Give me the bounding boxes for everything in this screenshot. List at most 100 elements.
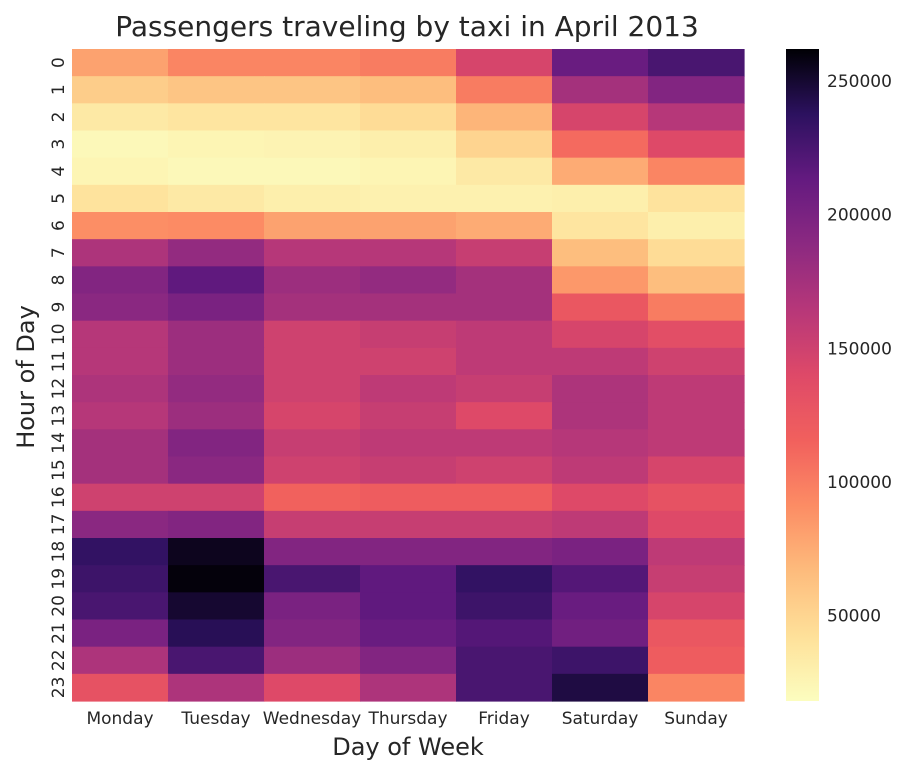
heatmap-cell <box>360 184 457 213</box>
heatmap-cell <box>264 212 361 240</box>
heatmap-cell <box>72 157 169 186</box>
heatmap-cell <box>552 375 649 403</box>
heatmap-cell <box>168 103 265 132</box>
heatmap-cell <box>552 592 649 621</box>
heatmap-cell <box>168 130 265 159</box>
heatmap-cell <box>456 184 553 213</box>
heatmap-cell <box>168 402 265 430</box>
heatmap-cell <box>456 646 553 675</box>
heatmap-cell <box>552 212 649 240</box>
x-tick-label: Monday <box>86 709 153 729</box>
x-tick-label: Saturday <box>562 709 639 729</box>
heatmap-cell <box>360 673 457 702</box>
heatmap-cell <box>168 538 265 566</box>
y-tick-label: 0 <box>49 57 69 68</box>
heatmap-cell <box>456 103 553 132</box>
heatmap-cell <box>648 103 745 132</box>
heatmap-cell <box>168 49 265 77</box>
y-tick-label: 14 <box>49 432 69 454</box>
colorbar-tick-label: 50000 <box>827 606 881 626</box>
heatmap-cell <box>552 320 649 349</box>
heatmap-cell <box>264 402 361 430</box>
heatmap-cell <box>552 239 649 267</box>
heatmap-cell <box>552 347 649 376</box>
heatmap-cell <box>648 538 745 566</box>
x-tick-label: Thursday <box>367 709 447 729</box>
heatmap-cell <box>648 375 745 403</box>
heatmap-cell <box>552 619 649 648</box>
heatmap-cell <box>360 402 457 430</box>
heatmap-cell <box>264 646 361 675</box>
heatmap-cell <box>264 429 361 458</box>
heatmap-cell <box>456 130 553 159</box>
y-tick-label: 16 <box>49 486 69 508</box>
heatmap-cell <box>72 239 169 267</box>
heatmap-cell <box>72 347 169 376</box>
heatmap-cell <box>168 157 265 186</box>
heatmap-cell <box>552 293 649 322</box>
heatmap-cell <box>360 375 457 403</box>
heatmap-cell <box>360 266 457 295</box>
heatmap-cell <box>552 266 649 295</box>
heatmap-cell <box>264 565 361 593</box>
heatmap-cell <box>72 49 169 77</box>
heatmap-cell <box>168 320 265 349</box>
heatmap-cell <box>552 184 649 213</box>
heatmap-cell <box>72 103 169 132</box>
heatmap-cell <box>264 483 361 512</box>
heatmap-cell <box>456 538 553 566</box>
y-axis-label: Hour of Day <box>12 305 40 449</box>
heatmap-cell <box>360 212 457 240</box>
heatmap-cell <box>72 320 169 349</box>
heatmap-cell <box>72 293 169 322</box>
heatmap-cell <box>72 184 169 213</box>
heatmap-cell <box>360 347 457 376</box>
heatmap-cell <box>456 239 553 267</box>
y-tick-label: 6 <box>49 220 69 231</box>
heatmap-cell <box>264 619 361 648</box>
heatmap-cell <box>168 239 265 267</box>
heatmap-cell <box>264 157 361 186</box>
heatmap-cell <box>648 266 745 295</box>
chart-title: Passengers traveling by taxi in April 20… <box>115 10 699 43</box>
heatmap-cell <box>264 49 361 77</box>
heatmap-cell <box>648 239 745 267</box>
heatmap-cell <box>168 266 265 295</box>
heatmap-cell <box>456 483 553 512</box>
heatmap-cell <box>168 646 265 675</box>
y-tick-label: 9 <box>49 302 69 313</box>
heatmap-cell <box>552 565 649 593</box>
heatmap-cell <box>168 456 265 485</box>
y-tick-label: 11 <box>49 351 69 373</box>
heatmap-cell <box>456 592 553 621</box>
heatmap-cell <box>648 347 745 376</box>
heatmap-cell <box>456 347 553 376</box>
heatmap-cell <box>456 429 553 458</box>
heatmap-cell <box>168 619 265 648</box>
y-tick-label: 17 <box>49 514 69 536</box>
colorbar-tick-labels: 50000 100000 150000 200000 250000 <box>827 72 892 626</box>
heatmap-cell <box>72 402 169 430</box>
heatmap-cell <box>72 456 169 485</box>
y-tick-label: 12 <box>49 378 69 400</box>
heatmap-cell <box>72 483 169 512</box>
heatmap-cell <box>456 510 553 539</box>
heatmap-cell <box>456 76 553 104</box>
heatmap-cell <box>552 103 649 132</box>
heatmap-cells <box>72 49 745 702</box>
heatmap-cell <box>264 320 361 349</box>
heatmap-cell <box>552 510 649 539</box>
y-tick-label: 23 <box>49 677 69 699</box>
heatmap-cell <box>648 293 745 322</box>
heatmap-cell <box>168 592 265 621</box>
heatmap-cell <box>360 456 457 485</box>
heatmap-cell <box>360 429 457 458</box>
heatmap-cell <box>648 212 745 240</box>
heatmap-cell <box>456 212 553 240</box>
y-tick-label: 20 <box>49 595 69 617</box>
heatmap-cell <box>456 49 553 77</box>
x-tick-label: Wednesday <box>263 709 361 729</box>
heatmap-cell <box>648 646 745 675</box>
heatmap-cell <box>72 76 169 104</box>
heatmap-cell <box>648 673 745 702</box>
